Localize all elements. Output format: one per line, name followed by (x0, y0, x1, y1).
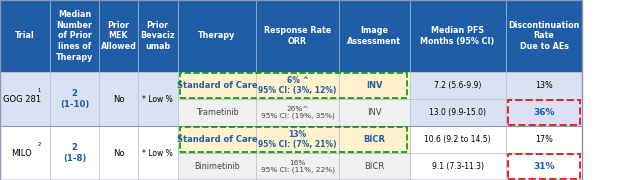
Text: 13.0 (9.9-15.0): 13.0 (9.9-15.0) (429, 108, 486, 117)
Bar (178, 126, 256, 153)
Text: Image
Assessment: Image Assessment (348, 26, 401, 46)
Bar (180, 127, 407, 152)
Text: 10.6 (9.2 to 14.5): 10.6 (9.2 to 14.5) (424, 135, 491, 144)
Bar (178, 0, 256, 72)
Text: 26%^
95% CI: (19%, 35%): 26%^ 95% CI: (19%, 35%) (260, 106, 335, 119)
Bar (339, 126, 410, 180)
Bar (508, 154, 580, 179)
Text: No: No (113, 94, 124, 103)
Bar (506, 72, 582, 126)
Bar (0, 0, 50, 72)
Bar (506, 126, 582, 180)
Bar (99, 126, 138, 180)
Text: Response Rate
ORR: Response Rate ORR (264, 26, 332, 46)
Text: 7.2 (5.6-9.9): 7.2 (5.6-9.9) (434, 81, 481, 90)
Bar (178, 99, 256, 126)
Text: Standard of Care: Standard of Care (177, 81, 257, 90)
Text: Prior
MEK
Allowed: Prior MEK Allowed (100, 21, 136, 51)
Text: 13%: 13% (535, 81, 553, 90)
Bar (339, 72, 410, 126)
Bar (339, 72, 410, 99)
Text: Median
Number
of Prior
lines of
Therapy: Median Number of Prior lines of Therapy (56, 10, 93, 62)
Bar (339, 153, 410, 180)
Text: INV: INV (367, 108, 381, 117)
Bar (50, 72, 99, 126)
Bar (138, 72, 178, 126)
Bar (138, 126, 178, 180)
Bar (178, 72, 256, 126)
Bar (50, 126, 99, 180)
Bar (256, 72, 339, 99)
Bar (180, 73, 407, 98)
Text: Trametinib: Trametinib (196, 108, 238, 117)
Bar (508, 100, 580, 125)
Bar (256, 126, 339, 180)
Bar (178, 153, 256, 180)
Bar (256, 0, 339, 72)
Text: 2
(1-8): 2 (1-8) (63, 143, 86, 163)
Text: Standard of Care: Standard of Care (177, 135, 257, 144)
Text: 16%
95% CI: (11%, 22%): 16% 95% CI: (11%, 22%) (260, 160, 335, 173)
Text: 2: 2 (37, 142, 41, 147)
Bar (256, 99, 339, 126)
Text: Discontinuation
Rate
Due to AEs: Discontinuation Rate Due to AEs (508, 21, 580, 51)
Bar (138, 0, 178, 72)
Text: Prior
Bevaciz
umab: Prior Bevaciz umab (140, 21, 175, 51)
Bar (339, 0, 410, 72)
Bar (99, 0, 138, 72)
Bar (410, 72, 506, 126)
Text: 17%: 17% (535, 135, 553, 144)
Bar (410, 126, 506, 180)
Bar (178, 72, 256, 99)
Text: 9.1 (7.3-11.3): 9.1 (7.3-11.3) (431, 162, 484, 171)
Text: 36%: 36% (533, 108, 555, 117)
Text: Therapy: Therapy (198, 31, 236, 40)
Bar (256, 126, 339, 153)
Bar (256, 153, 339, 180)
Bar (50, 0, 99, 72)
Text: INV: INV (366, 81, 383, 90)
Text: * Low %: * Low % (142, 148, 173, 158)
Text: 13%
95% CI: (7%, 21%): 13% 95% CI: (7%, 21%) (259, 130, 337, 149)
Text: 1: 1 (37, 88, 41, 93)
Text: 31%: 31% (533, 162, 555, 171)
Text: Median PFS
Months (95% CI): Median PFS Months (95% CI) (420, 26, 495, 46)
Bar (339, 126, 410, 153)
Bar (506, 0, 582, 72)
Text: MILO: MILO (12, 148, 32, 158)
Text: BICR: BICR (364, 135, 385, 144)
Text: Binimetinib: Binimetinib (194, 162, 240, 171)
Text: 2
(1-10): 2 (1-10) (60, 89, 89, 109)
Bar (99, 72, 138, 126)
Text: * Low %: * Low % (142, 94, 173, 103)
Text: Trial: Trial (15, 31, 35, 40)
Bar (410, 0, 506, 72)
Bar (0, 72, 50, 126)
Bar (339, 99, 410, 126)
Text: No: No (113, 148, 124, 158)
Text: BICR: BICR (364, 162, 385, 171)
Bar (178, 126, 256, 180)
Text: GOG 281: GOG 281 (3, 94, 41, 103)
Bar (256, 72, 339, 126)
Bar (0, 126, 50, 180)
Text: 6% ^
95% CI: (3%, 12%): 6% ^ 95% CI: (3%, 12%) (259, 76, 337, 95)
